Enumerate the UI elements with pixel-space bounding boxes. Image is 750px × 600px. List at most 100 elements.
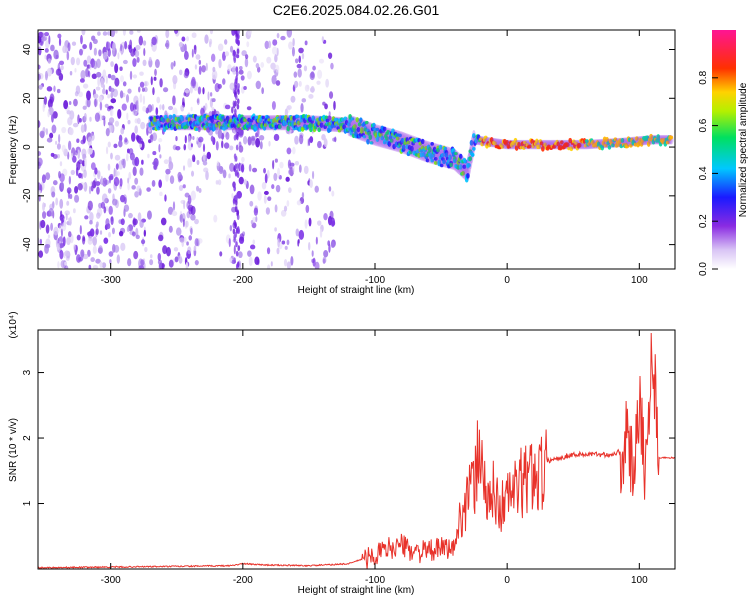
spectrogram-noise-speck (178, 41, 183, 48)
spectrogram-noise-speck (266, 247, 271, 255)
spectrogram-noise-speck (88, 235, 93, 242)
spectrogram-ridge-cell (422, 151, 426, 157)
spectrogram-ridge-cell (649, 133, 653, 139)
spectrogram-noise-speck (194, 260, 199, 266)
spectrogram-noise-speck (286, 30, 293, 38)
spectrogram-noise-speck (68, 100, 72, 105)
spectrogram-noise-speck (59, 249, 64, 260)
spectrogram-noise-speck (162, 245, 168, 255)
spectrogram-noise-speck (98, 49, 102, 57)
spectrogram-ridge-cell (523, 141, 527, 145)
spectrogram-noise-speck (159, 78, 163, 88)
spectrogram-noise-speck (132, 74, 138, 79)
spectrogram-noise-speck (172, 74, 178, 85)
spectrogram-noise-speck (146, 126, 149, 136)
spectrogram-noise-speck (248, 256, 253, 267)
spectrogram-noise-speck (68, 231, 72, 238)
spectrogram-noise-speck (168, 105, 174, 111)
spectrogram-noise-speck (143, 229, 147, 237)
spectrogram-noise-speck (322, 258, 326, 264)
spectrogram-noise-speck (202, 87, 205, 95)
spectrogram-noise-speck (194, 64, 198, 70)
spectrogram-ridge-cell (254, 126, 258, 131)
spectrogram-noise-speck (301, 98, 307, 103)
spectrogram-noise-speck (124, 196, 127, 205)
spectrogram-noise-speck (323, 249, 329, 258)
spectrogram-ridge-cell (347, 122, 351, 127)
spectrogram-ridge-cell (436, 148, 440, 153)
spectrogram-y-tick-label: 20 (22, 92, 33, 104)
spectrogram-noise-speck (87, 147, 93, 155)
spectrogram-noise-speck (94, 167, 98, 175)
spectrogram-noise-speck (58, 37, 62, 47)
spectrogram-noise-speck (79, 78, 85, 83)
spectrogram-noise-speck (184, 89, 190, 94)
spectrogram-ridge-cell (453, 159, 457, 164)
spectrogram-noise-speck (264, 40, 270, 50)
spectrogram-noise-speck (67, 116, 73, 126)
spectrogram-noise-speck (99, 230, 103, 235)
spectrogram-noise-speck (213, 214, 218, 223)
spectrogram-ridge-cell (611, 143, 615, 148)
spectrogram-noise-speck (315, 236, 318, 245)
spectrogram-noise-speck (198, 187, 202, 193)
snr-series-line (38, 332, 675, 569)
spectrogram-noise-speck (95, 71, 102, 78)
spectrogram-ridge-cell (263, 122, 268, 127)
spectrogram-noise-speck (144, 246, 148, 253)
spectrogram-noise-speck (178, 185, 184, 192)
spectrogram-noise-speck (309, 87, 315, 93)
spectrogram-ridge-cell (194, 127, 199, 132)
spectrogram-noise-speck (333, 100, 336, 111)
spectrogram-noise-speck (40, 219, 46, 229)
spectrogram-ridge-cell (448, 154, 452, 161)
spectrogram-ridge-cell (317, 127, 322, 133)
spectrogram-noise-speck (64, 46, 69, 54)
spectrogram-noise-speck (223, 142, 230, 149)
spectrogram-noise-speck (246, 41, 250, 48)
spectrogram-ridge-cell (180, 115, 185, 122)
spectrogram-noise-speck (72, 122, 79, 128)
colorbar-tick-label: 0.4 (698, 166, 709, 180)
spectrogram-noise-speck (98, 245, 103, 255)
spectrogram-noise-speck (65, 213, 68, 221)
spectrogram-noise-speck (119, 43, 123, 52)
spectrogram-noise-speck (117, 108, 122, 119)
spectrogram-noise-speck (268, 140, 271, 147)
spectrogram-ridge-cell (366, 138, 370, 145)
spectrogram-noise-speck (61, 126, 67, 134)
spectrogram-noise-speck (235, 54, 240, 59)
spectrogram-y-label: Frequency (Hz) (8, 116, 19, 185)
spectrogram-noise-speck (87, 200, 93, 211)
spectrogram-noise-speck (224, 104, 231, 110)
spectrogram-noise-speck (68, 175, 71, 185)
spectrogram-noise-speck (163, 159, 169, 165)
spectrogram-noise-speck (63, 100, 69, 110)
spectrogram-noise-speck (127, 182, 130, 191)
spectrogram-noise-speck (202, 160, 208, 166)
spectrogram-noise-speck (182, 184, 186, 189)
spectrogram-noise-speck (286, 105, 292, 110)
spectrogram-noise-speck (53, 226, 59, 236)
spectrogram-ridge-cell (472, 133, 476, 139)
spectrogram-noise-speck (245, 54, 249, 60)
spectrogram-noise-speck (177, 171, 182, 180)
spectrogram-ridge-cell (401, 144, 406, 150)
spectrogram-ridge-cell (385, 136, 389, 141)
spectrogram-noise-speck (301, 192, 305, 199)
spectrogram-noise-speck (131, 185, 136, 190)
snr-x-tick-label: -300 (101, 575, 121, 586)
spectrogram-noise-speck (183, 236, 187, 243)
spectrogram-noise-speck (229, 257, 233, 263)
spectrogram-noise-speck (74, 194, 80, 203)
spectrogram-ridge-cell (537, 144, 542, 149)
spectrogram-noise-speck (76, 161, 81, 171)
spectrogram-noise-speck (231, 193, 234, 199)
spectrogram-noise-speck (133, 250, 139, 260)
spectrogram-ridge-cell (467, 163, 471, 168)
spectrogram-noise-speck (99, 101, 103, 111)
spectrogram-ridge-cell (604, 143, 608, 148)
spectrogram-noise-speck (172, 201, 176, 211)
spectrogram-noise-speck (48, 207, 54, 217)
